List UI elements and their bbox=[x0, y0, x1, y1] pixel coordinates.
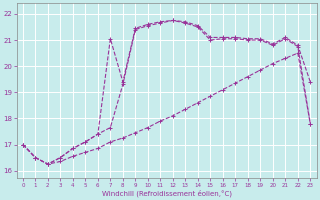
X-axis label: Windchill (Refroidissement éolien,°C): Windchill (Refroidissement éolien,°C) bbox=[101, 189, 232, 197]
